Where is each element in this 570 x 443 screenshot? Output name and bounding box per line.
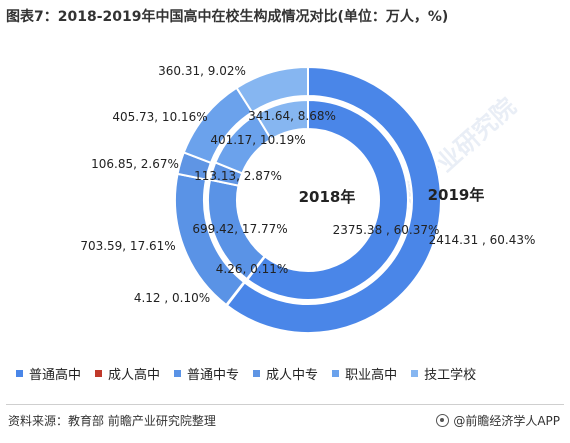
brand-credit: @前瞻经济学人APP [436, 412, 560, 429]
outer-2019-data-label-4: 405.73, 10.16% [112, 110, 207, 124]
series-labels: 2019年 2018年 [299, 186, 485, 206]
legend-item-1: 成人高中 [95, 364, 160, 383]
legend-swatch [95, 369, 103, 377]
legend-swatch [411, 369, 419, 377]
legend-item-0: 普通高中 [16, 364, 81, 383]
legend-item-5: 技工学校 [411, 364, 476, 383]
inner-2018-data-label-1: 4.26, 0.11% [216, 262, 288, 276]
inner-2018-slice-5 [254, 98, 309, 141]
series-name-inner: 2018年 [299, 188, 356, 206]
chart-title: 图表7：2018-2019年中国高中在校生构成情况对比(单位：万人，%) [6, 9, 449, 25]
legend-swatch [174, 369, 182, 377]
inner-2018-data-label-4: 401.17, 10.19% [210, 133, 305, 147]
inner-2018-data-label-5: 341.64, 8.68% [248, 109, 336, 123]
brand-logo-icon [436, 414, 450, 427]
legend-label: 技工学校 [424, 367, 477, 383]
outer-2019-data-label-1: 4.12 , 0.10% [134, 291, 210, 305]
legend-label: 成人高中 [108, 367, 161, 383]
legend-item-4: 职业高中 [332, 364, 397, 383]
legend-swatch [253, 369, 261, 377]
legend-label: 成人中专 [266, 367, 319, 383]
legend-label: 职业高中 [345, 367, 398, 383]
outer-2019-data-label-5: 360.31, 9.02% [158, 64, 246, 78]
outer-ring-2019 [174, 65, 442, 334]
outer-2019-slice-0 [225, 65, 442, 334]
outer-2019-slice-5 [235, 65, 309, 114]
brand-text: @前瞻经济学人APP [453, 414, 560, 428]
footer-divider [6, 404, 564, 405]
legend-swatch [332, 369, 340, 377]
series-name-outer: 2019年 [428, 186, 485, 204]
outer-2019-data-label-0: 2414.31 , 60.43% [429, 233, 536, 247]
inner-2018-data-label-0: 2375.38 , 60.37% [333, 223, 440, 237]
legend: 普通高中 成人高中 普通中专 成人中专 职业高中 技工学校 [16, 362, 566, 384]
legend-item-2: 普通中专 [174, 364, 239, 383]
inner-2018-slice-0 [245, 98, 409, 301]
legend-label: 普通高中 [29, 367, 82, 383]
data-labels: 2414.31 , 60.43% 4.12 , 0.10% 703.59, 17.6… [80, 64, 535, 305]
legend-label: 普通中专 [187, 367, 240, 383]
source-note: 资料来源：教育部 前瞻产业研究院整理 [8, 414, 216, 428]
inner-2018-data-label-3: 113.13, 2.87% [194, 169, 282, 183]
outer-2019-data-label-2: 703.59, 17.61% [80, 239, 175, 253]
inner-2018-data-label-2: 699.42, 17.77% [192, 222, 287, 236]
inner-ring-2018 [207, 98, 409, 301]
outer-2019-data-label-3: 106.85, 2.67% [91, 157, 179, 171]
legend-item-3: 成人中专 [253, 364, 318, 383]
legend-swatch [16, 369, 23, 377]
